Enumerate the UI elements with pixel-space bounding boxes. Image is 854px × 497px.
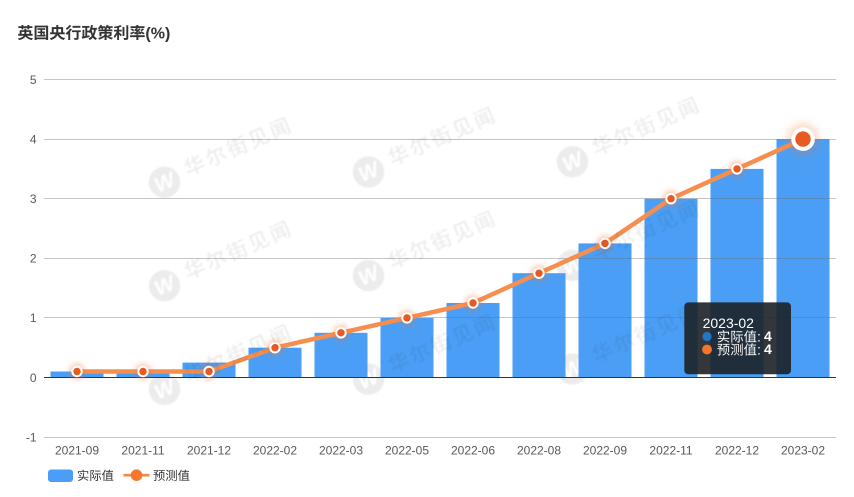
svg-text:3: 3 — [30, 192, 37, 206]
svg-text:2022-03: 2022-03 — [319, 444, 363, 458]
svg-text:2023-02: 2023-02 — [703, 315, 755, 331]
svg-text:2022-02: 2022-02 — [253, 444, 297, 458]
svg-text:5: 5 — [30, 73, 37, 87]
svg-text:2023-02: 2023-02 — [781, 444, 825, 458]
svg-text:(%): (%) — [145, 26, 170, 43]
svg-text:0: 0 — [30, 371, 37, 385]
svg-text:2021-12: 2021-12 — [187, 444, 231, 458]
svg-text:2022-08: 2022-08 — [517, 444, 561, 458]
svg-text::: : — [757, 329, 761, 345]
svg-text:2021-09: 2021-09 — [55, 444, 99, 458]
svg-text:2022-12: 2022-12 — [715, 444, 759, 458]
svg-text:2022-09: 2022-09 — [583, 444, 627, 458]
svg-text:2022-11: 2022-11 — [649, 444, 692, 458]
svg-text:4: 4 — [764, 328, 772, 344]
svg-text:4: 4 — [764, 341, 772, 357]
svg-text::: : — [757, 342, 761, 358]
svg-text:2: 2 — [30, 252, 37, 266]
svg-text:1: 1 — [30, 311, 37, 325]
svg-text:2022-05: 2022-05 — [385, 444, 429, 458]
svg-text:2022-06: 2022-06 — [451, 444, 495, 458]
svg-text:2021-11: 2021-11 — [121, 444, 164, 458]
svg-text:4: 4 — [30, 132, 37, 146]
svg-text:-1: -1 — [26, 430, 37, 444]
